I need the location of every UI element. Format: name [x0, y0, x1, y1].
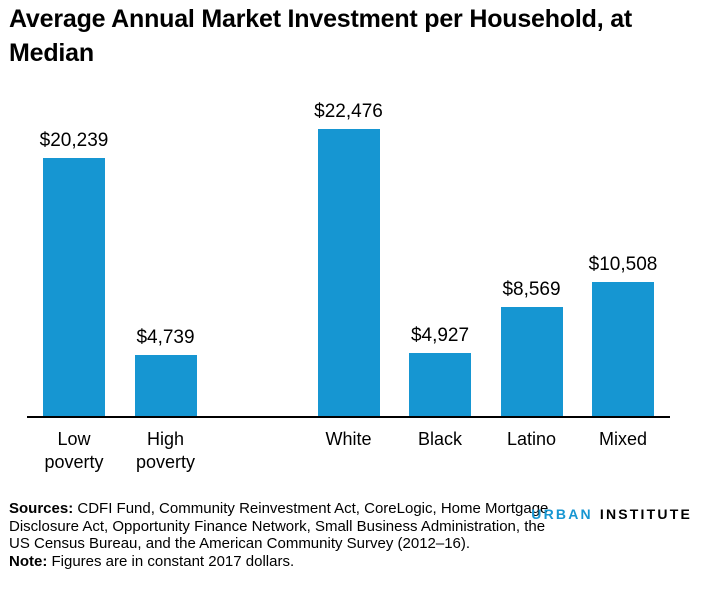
bar-value-label: $4,927 — [410, 325, 470, 346]
bar-white — [317, 129, 380, 416]
bar-mixed — [592, 282, 654, 416]
category-label: White — [325, 429, 372, 449]
bar-value-label: $4,739 — [136, 327, 195, 348]
bar-value-label: $22,476 — [314, 101, 383, 122]
bar-latino — [500, 307, 563, 416]
sources-line: Sources: CDFI Fund, Community Reinvestme… — [9, 500, 557, 553]
bar-value-label: $20,239 — [39, 130, 109, 151]
chart-title: Average Annual Market Investment per Hou… — [9, 5, 633, 67]
note-line: Note: Figures are in constant 2017 dolla… — [9, 553, 557, 571]
bar-value-label: $10,508 — [588, 254, 658, 275]
logo-institute-wordmark: INSTITUTE — [599, 506, 692, 522]
category-label: Black — [417, 429, 462, 449]
note-text: Figures are in constant 2017 dollars. — [47, 552, 295, 570]
footer: Sources: CDFI Fund, Community Reinvestme… — [9, 500, 704, 570]
category-label: High poverty — [135, 429, 196, 472]
urban-institute-logo: URBAN INSTITUTE — [531, 506, 692, 522]
category-label: Latino — [506, 429, 557, 449]
logo-urban-wordmark: URBAN — [531, 506, 593, 522]
sources-text: CDFI Fund, Community Reinvestment Act, C… — [9, 500, 549, 552]
bar-black — [409, 353, 471, 416]
x-axis-line — [27, 416, 670, 418]
category-label: Low poverty — [44, 429, 104, 472]
category-label: Mixed — [598, 429, 647, 449]
bar-value-label: $8,569 — [502, 279, 561, 300]
sources-label: Sources: — [9, 500, 74, 517]
note-label: Note: — [9, 552, 48, 570]
bar-low-poverty — [43, 158, 105, 416]
bar-high-poverty — [134, 355, 197, 416]
